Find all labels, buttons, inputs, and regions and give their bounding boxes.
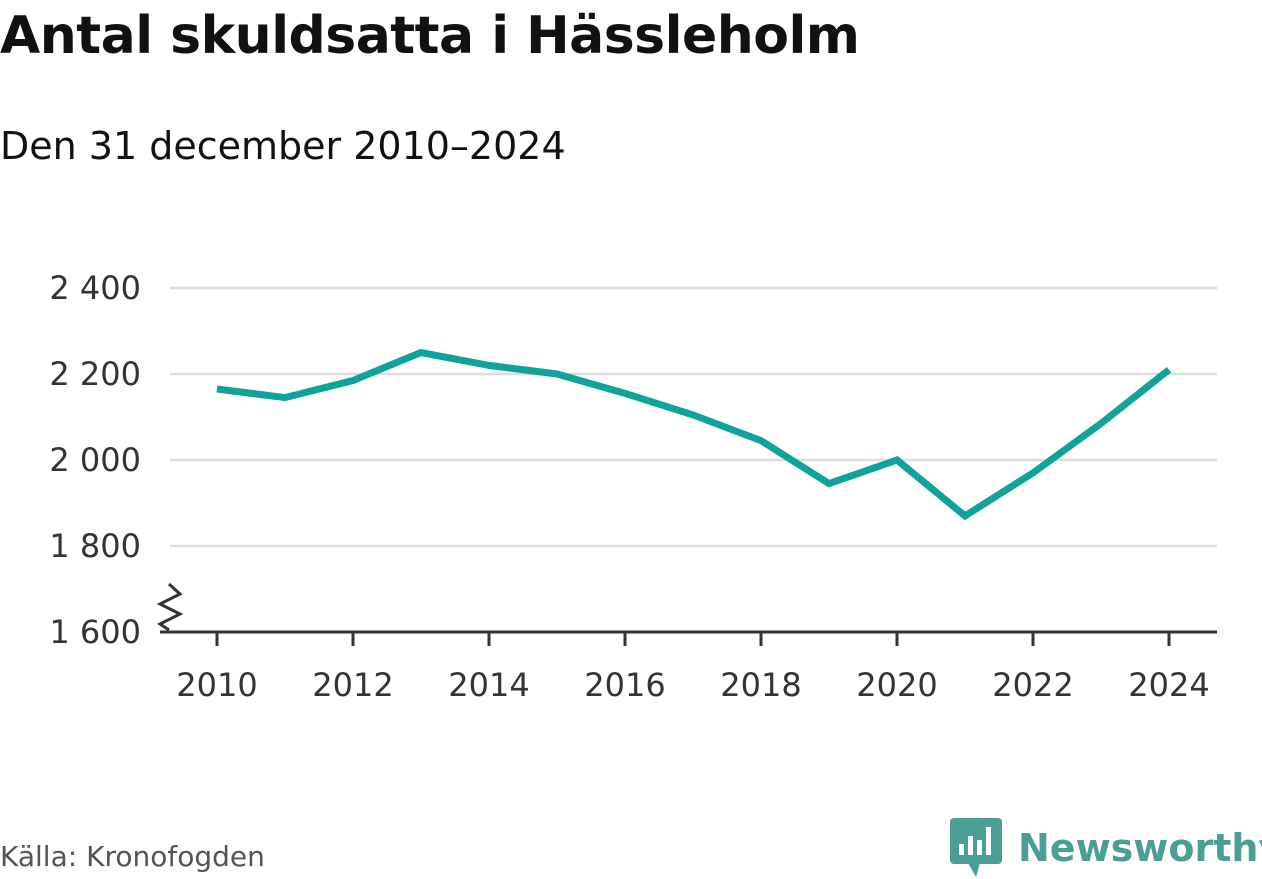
- x-axis-tick-labels: 2010 2012 2014 2016 2018 2020 2022 2024: [176, 632, 1210, 704]
- brand-name: Newsworthy: [1018, 826, 1262, 870]
- x-tick-label: 2020: [856, 666, 937, 704]
- x-tick-label: 2018: [720, 666, 801, 704]
- x-tick-label: 2024: [1128, 666, 1209, 704]
- chart-subtitle: Den 31 december 2010–2024: [0, 124, 566, 168]
- x-tick-label: 2014: [448, 666, 529, 704]
- x-tick-label: 2022: [992, 666, 1073, 704]
- y-tick-label: 2 200: [49, 355, 141, 393]
- x-tick-label: 2010: [176, 666, 257, 704]
- y-tick-label: 1 800: [49, 527, 141, 565]
- brand-logo-group[interactable]: Newsworthy: [950, 818, 1262, 878]
- x-tick-label: 2012: [312, 666, 393, 704]
- y-tick-label: 2 000: [49, 441, 141, 479]
- grid-lines: [170, 286, 1217, 548]
- y-tick-label: 1 600: [49, 613, 141, 651]
- y-axis-tick-labels: 1 600 1 800 2 000 2 200 2 400: [49, 269, 141, 651]
- y-tick-label: 2 400: [49, 269, 141, 307]
- newsworthy-logo-icon: [950, 818, 1002, 877]
- chart-title: Antal skuldsatta i Hässleholm: [0, 6, 860, 66]
- series-line: [216, 348, 1172, 521]
- axis-break-marker: [156, 582, 184, 632]
- x-tick-label: 2016: [584, 666, 665, 704]
- source-note: Källa: Kronofogden: [0, 840, 265, 873]
- axes: [156, 582, 1217, 634]
- series-layer: [216, 348, 1172, 521]
